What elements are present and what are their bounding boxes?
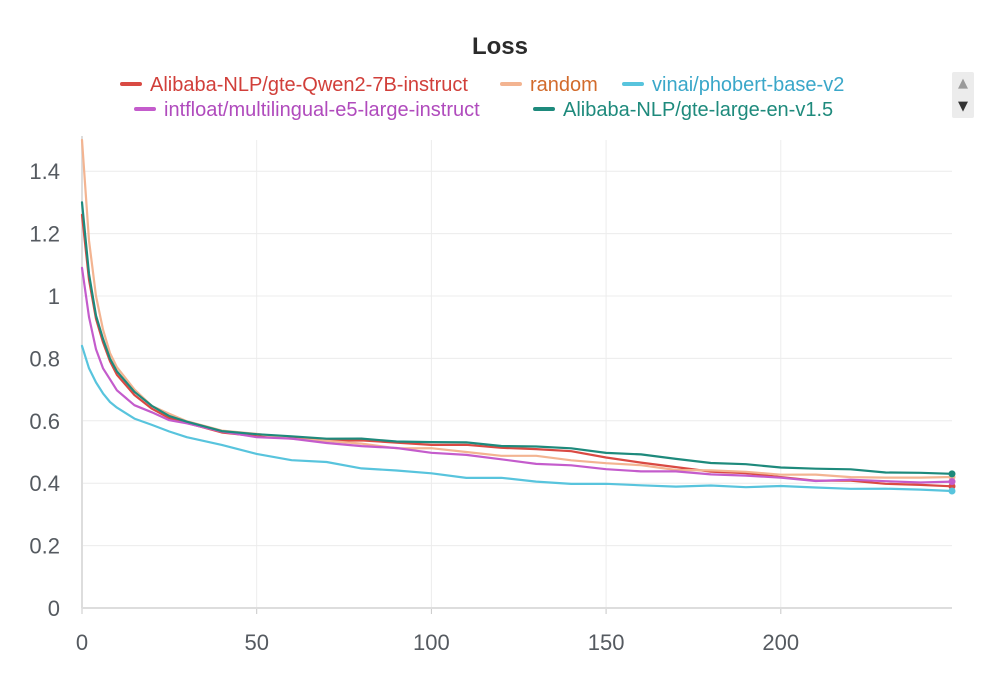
y-tick-label: 0.4	[29, 471, 60, 496]
legend-item-1[interactable]: Alibaba-NLP/gte-Qwen2-7B-instruct	[120, 74, 468, 96]
legend-label: vinai/phobert-base-v2	[652, 74, 844, 96]
legend-label: random	[530, 74, 598, 96]
legend-item-4[interactable]: intfloat/multilingual-e5-large-instruct	[134, 99, 480, 121]
y-tick-label: 0.2	[29, 534, 60, 559]
chart-title: Loss	[472, 33, 528, 60]
x-tick-label: 100	[413, 630, 450, 655]
series-line-4[interactable]	[80, 266, 954, 484]
legend-label: Alibaba-NLP/gte-Qwen2-7B-instruct	[150, 74, 468, 96]
x-tick-label: 200	[762, 630, 799, 655]
y-tick-label: 0.6	[29, 409, 60, 434]
x-tick-label: 150	[588, 630, 625, 655]
y-tick-label: 1	[48, 284, 60, 309]
series-end-point-4[interactable]	[948, 478, 956, 486]
axes	[81, 136, 952, 614]
scroll-down-icon[interactable]: ▼	[958, 99, 968, 114]
y-tick-label: 1.4	[29, 159, 60, 184]
legend-scroller: ▲ ▼	[952, 72, 974, 118]
x-tick-label: 0	[76, 630, 88, 655]
series-line-3[interactable]	[80, 344, 954, 493]
tick-labels: 0 0.2 0.4 0.6 0.8 1 1.2 1.4 0 50 100 150 200	[29, 159, 799, 655]
series-end-point-3[interactable]	[948, 487, 956, 495]
x-tick-label: 50	[244, 630, 268, 655]
y-tick-label: 0.8	[29, 346, 60, 371]
series-lines	[80, 138, 956, 495]
legend-item-5[interactable]: Alibaba-NLP/gte-large-en-v1.5	[533, 99, 833, 121]
scroll-up-icon[interactable]: ▲	[958, 76, 968, 91]
gridlines	[82, 140, 952, 609]
legend-label: Alibaba-NLP/gte-large-en-v1.5	[563, 99, 833, 121]
series-line-5[interactable]	[80, 201, 954, 475]
legend-item-3[interactable]: vinai/phobert-base-v2	[622, 74, 844, 96]
y-tick-label: 1.2	[29, 222, 60, 247]
legend-label: intfloat/multilingual-e5-large-instruct	[164, 99, 480, 121]
legend-item-2[interactable]: random	[500, 74, 598, 96]
y-tick-label: 0	[48, 596, 60, 621]
series-line-2[interactable]	[80, 138, 954, 479]
series-end-point-5[interactable]	[948, 470, 956, 478]
